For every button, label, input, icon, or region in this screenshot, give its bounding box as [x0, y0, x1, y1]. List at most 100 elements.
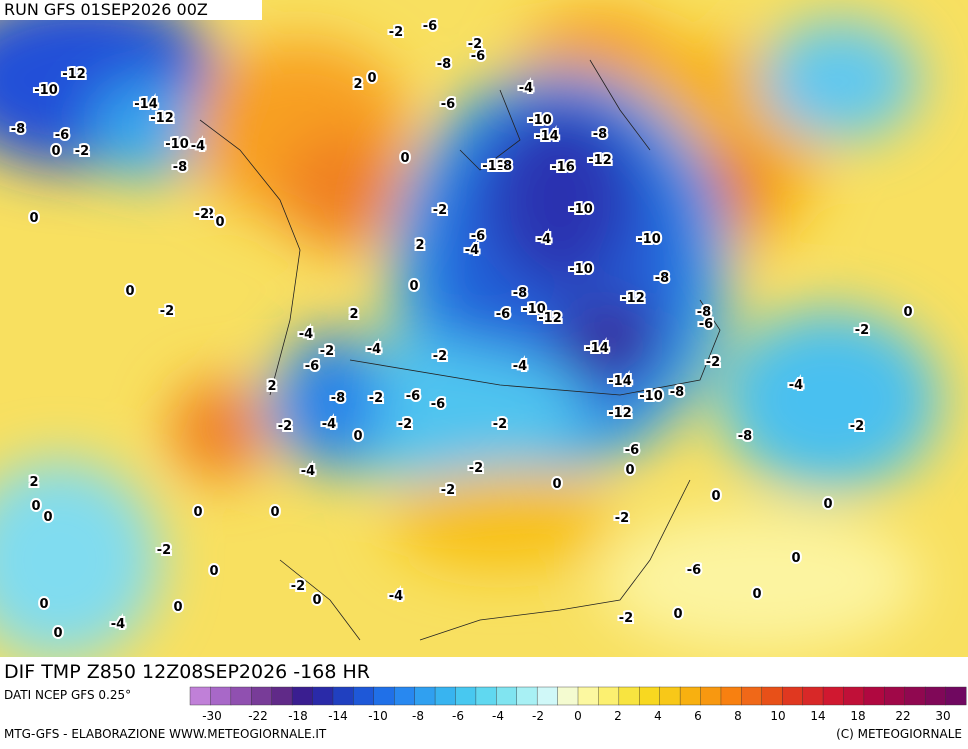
colorbar-swatch	[332, 686, 354, 706]
contour-label: -16	[551, 160, 575, 175]
contour-label: -2	[855, 323, 869, 338]
contour-label: 0	[209, 564, 218, 579]
contour-label: 2	[353, 77, 362, 92]
colorbar-swatch	[598, 686, 620, 706]
contour-label: -2	[157, 543, 171, 558]
contour-label: 0	[31, 499, 40, 514]
contour-label: -2	[615, 511, 629, 526]
contour-label: -2	[320, 344, 334, 359]
contour-label: 0	[353, 429, 362, 444]
colorbar-label: 14	[810, 709, 825, 723]
colorbar-swatch	[394, 686, 416, 706]
contour-label: 0	[367, 71, 376, 86]
colorbar-label: 22	[895, 709, 910, 723]
contour-label: -2	[493, 417, 507, 432]
contour-label: -6	[687, 563, 701, 578]
colorbar-swatch	[782, 686, 804, 706]
colorbar-label: 6	[694, 709, 702, 723]
contour-label: -6	[441, 97, 455, 112]
contour-label: -2	[195, 207, 209, 222]
colorbar-swatch	[516, 686, 538, 706]
contour-label: -10	[639, 389, 663, 404]
contour-label: -2	[619, 611, 633, 626]
contour-label: -2	[706, 355, 720, 370]
colorbar-swatch	[496, 686, 518, 706]
contour-label: -12	[588, 153, 612, 168]
contour-label: -2	[75, 144, 89, 159]
contour-label: -10	[569, 202, 593, 217]
contour-label: 0	[312, 593, 321, 608]
contour-label: -4	[111, 617, 125, 632]
run-label: RUN GFS 01SEP2026 00Z	[4, 0, 208, 19]
source-label: DATI NCEP GFS 0.25°	[4, 688, 131, 702]
colorbar-swatch	[904, 686, 926, 706]
contour-label: 2	[29, 475, 38, 490]
colorbar-swatch	[700, 686, 722, 706]
contour-label: -10	[165, 137, 189, 152]
contour-label: 0	[39, 597, 48, 612]
contour-label: -2	[278, 419, 292, 434]
contour-label: -2	[469, 461, 483, 476]
colorbar-swatch	[373, 686, 395, 706]
contour-label: 0	[173, 600, 182, 615]
contour-label: -8	[173, 160, 187, 175]
contour-label: -14	[535, 129, 559, 144]
contour-label: -4	[191, 139, 205, 154]
colorbar-swatch	[843, 686, 865, 706]
contour-label: -10	[569, 262, 593, 277]
contour-label: -14	[608, 374, 632, 389]
contour-label: -14	[585, 341, 609, 356]
contour-label: -8	[738, 429, 752, 444]
colorbar-swatch	[189, 686, 211, 706]
contour-label: -12	[150, 111, 174, 126]
colorbar-swatch	[536, 686, 559, 706]
contour-label: 2	[415, 238, 424, 253]
contour-label: 2	[267, 379, 276, 394]
contour-label: -4	[389, 589, 403, 604]
colorbar-swatch	[291, 686, 314, 706]
colorbar-swatch	[639, 686, 661, 706]
contour-label: -8	[697, 305, 711, 320]
contour-label: -6	[471, 229, 485, 244]
contour-label: -2	[441, 483, 455, 498]
contour-label: 0	[53, 626, 62, 641]
colorbar-swatch	[884, 686, 906, 706]
contour-label: 0	[752, 587, 761, 602]
contour-label: -6	[699, 317, 713, 332]
colorbar-swatch	[312, 686, 334, 706]
colorbar-label: -30	[202, 709, 222, 723]
contour-label: 0	[552, 477, 561, 492]
contour-label: -2	[433, 203, 447, 218]
colorbar-label: -4	[492, 709, 504, 723]
colorbar-swatch	[455, 686, 477, 706]
contour-label: 0	[43, 510, 52, 525]
colorbar-label: 4	[654, 709, 662, 723]
contour-label: -10	[522, 302, 546, 317]
colorbar-swatch	[414, 686, 436, 706]
header-box	[0, 0, 262, 20]
contour-label: -10	[637, 232, 661, 247]
colorbar-swatch	[822, 686, 844, 706]
colorbar-swatch	[924, 686, 947, 706]
contour-label: -14	[134, 97, 158, 112]
contour-label: -2	[291, 579, 305, 594]
colorbar-label: -6	[452, 709, 464, 723]
contour-label: -4	[465, 243, 479, 258]
contour-label: -6	[471, 49, 485, 64]
contour-label: -12	[608, 406, 632, 421]
contour-label: -12	[62, 67, 86, 82]
contour-label: -4	[519, 81, 533, 96]
contour-label: -6	[625, 443, 639, 458]
colorbar-swatch	[271, 686, 293, 706]
contour-label: -6	[406, 389, 420, 404]
contour-label: -8	[11, 122, 25, 137]
contour-label: 2	[349, 307, 358, 322]
colorbar-swatch	[802, 686, 824, 706]
footer-right: (C) METEOGIORNALE	[836, 727, 962, 741]
contour-label: -4	[789, 378, 803, 393]
contour-label: -4	[301, 464, 315, 479]
colorbar-label: 18	[850, 709, 865, 723]
contour-label: -8	[670, 385, 684, 400]
colorbar-swatch	[210, 686, 232, 706]
colorbar-swatch	[720, 686, 742, 706]
